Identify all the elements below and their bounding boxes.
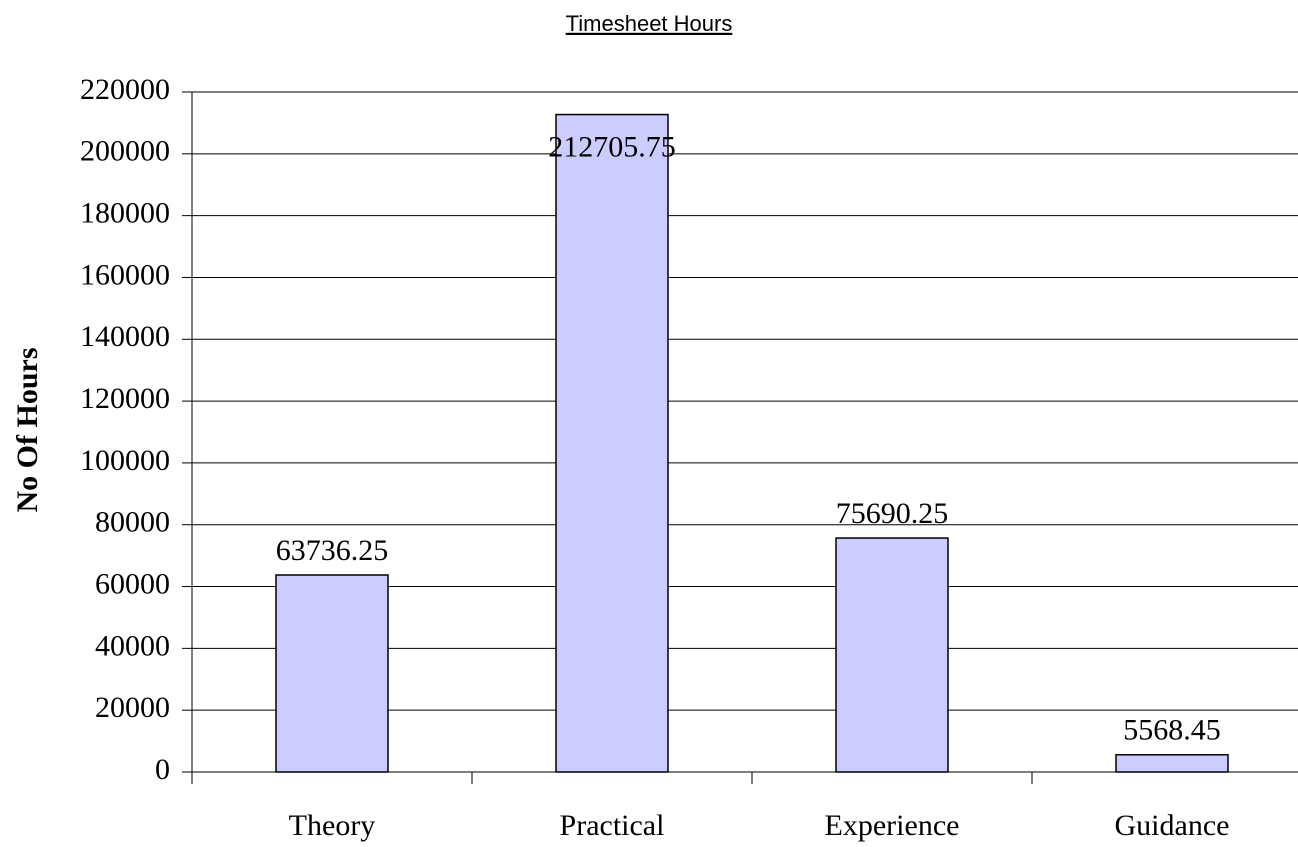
bar: [835, 537, 949, 773]
chart-title: Timesheet Hours: [566, 11, 733, 36]
y-axis-label: No Of Hours: [11, 348, 44, 513]
bar: [275, 574, 389, 773]
x-tick-label: Theory: [289, 809, 376, 842]
bar: [555, 113, 669, 773]
y-tick-label: 0: [155, 753, 170, 786]
data-label: 5568.45: [1123, 714, 1221, 747]
y-tick-label: 200000: [80, 135, 170, 168]
y-tick-label: 20000: [95, 691, 170, 724]
data-label: 212705.75: [548, 130, 676, 163]
y-tick-label: 40000: [95, 629, 170, 662]
y-tick-label: 60000: [95, 567, 170, 600]
data-label: 75690.25: [836, 497, 949, 530]
y-tick-label: 160000: [80, 258, 170, 291]
x-tick-label: Experience: [825, 809, 960, 842]
y-tick-label: 120000: [80, 382, 170, 415]
y-tick-label: 220000: [80, 73, 170, 106]
y-tick-label: 80000: [95, 506, 170, 539]
x-tick-label: Practical: [560, 809, 665, 842]
x-tick-label: Guidance: [1115, 809, 1230, 842]
data-label: 63736.25: [276, 534, 389, 567]
y-tick-label: 100000: [80, 444, 170, 477]
y-tick-label: 180000: [80, 197, 170, 230]
bar: [1115, 754, 1229, 773]
y-tick-label: 140000: [80, 320, 170, 353]
